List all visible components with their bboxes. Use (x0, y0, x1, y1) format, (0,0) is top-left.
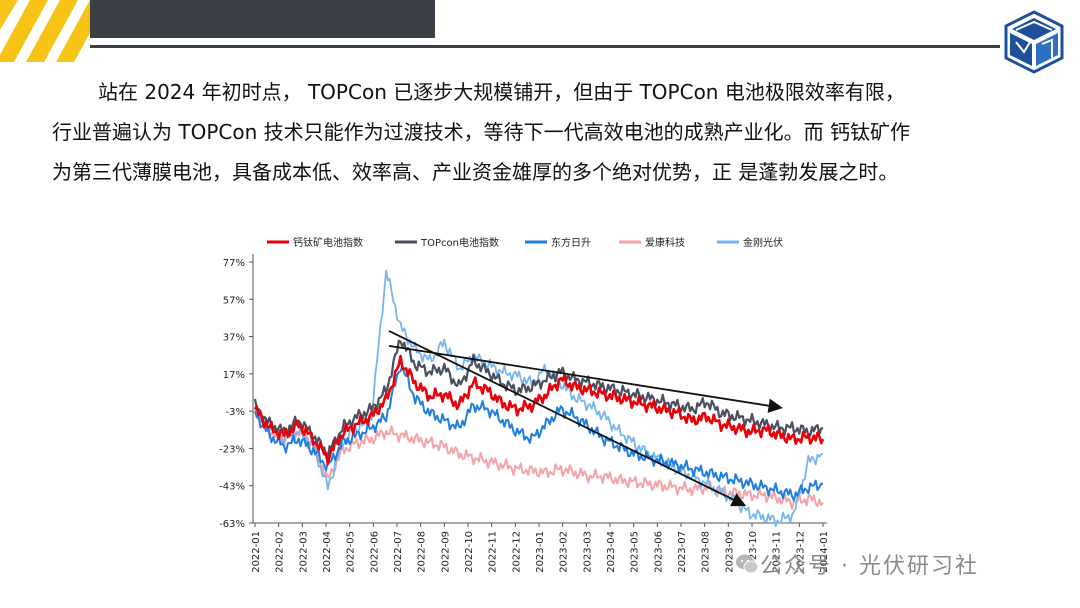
x-tick-label: 2023-06 (653, 531, 664, 573)
index-performance-chart: 钙钛矿电池指数 TOPcon电池指数 东方日升 爱康科技 金刚光伏 77% 57% 37% 1… (219, 236, 830, 573)
legend-entry: 金刚光伏 (743, 236, 783, 249)
x-tick-label: 2023-09 (724, 531, 735, 573)
trend-arrow-upper (388, 345, 783, 413)
x-tick-label: 2023-11 (772, 531, 783, 573)
watermark-text: 公众号 · 光伏研习社 (760, 554, 979, 579)
paragraph-line-2: 行业普遍认为 TOPCon 技术只能作为过渡技术，等待下一代高效电池的成熟产业化… (52, 120, 910, 144)
y-tick-label: 77% (223, 258, 245, 269)
paragraph-line-3: 为第三代薄膜电池，具备成本低、效率高、产业资金雄厚的多个绝对优势，正 是蓬勃发展… (52, 160, 899, 184)
legend-entry: 钙钛矿电池指数 (293, 236, 363, 249)
x-tick-label: 2022-10 (464, 531, 475, 573)
trend-arrows (388, 330, 783, 507)
series-line (253, 339, 824, 460)
y-tick-label: -23% (219, 444, 245, 455)
x-tick-label: 2022-11 (488, 531, 499, 573)
paragraph-line-1: 站在 2024 年初时点， TOPCon 已逐步大规模铺开，但由于 TOPCon… (98, 80, 905, 104)
x-tick-label: 2022-03 (298, 531, 309, 573)
y-tick-label: 17% (223, 370, 245, 381)
series-line (254, 269, 824, 528)
x-tick-label: 2022-04 (322, 531, 333, 573)
trend-arrow-lower (388, 330, 747, 507)
legend-entry: TOPcon电池指数 (420, 236, 499, 249)
y-tick-label: 37% (223, 333, 245, 344)
intro-paragraph: 站在 2024 年初时点， TOPCon 已逐步大规模铺开，但由于 TOPCon… (52, 72, 1042, 192)
x-axis: 2022-01 2022-02 2022-03 2022-04 2022-05 2022-… (251, 522, 830, 573)
x-tick-label: 2022-07 (393, 531, 404, 573)
x-tick-label: 2023-05 (630, 531, 641, 573)
x-tick-label: 2022-01 (251, 531, 262, 573)
x-tick-label: 2023-07 (677, 531, 688, 573)
x-tick-label: 2023-08 (701, 531, 712, 573)
x-tick-label: 2023-01 (535, 531, 546, 573)
chart-legend: 钙钛矿电池指数 TOPcon电池指数 东方日升 爱康科技 金刚光伏 (267, 236, 783, 249)
x-tick-label: 2022-06 (369, 531, 380, 573)
x-tick-label: 2022-02 (275, 531, 286, 573)
x-tick-label: 2023-02 (559, 531, 570, 573)
series-line (254, 365, 823, 502)
x-tick-label: 2022-09 (440, 531, 451, 573)
header-rule (90, 45, 1000, 48)
x-tick-label: 2022-12 (511, 531, 522, 573)
x-tick-label: 2023-03 (582, 531, 593, 573)
x-tick-label: 2023-10 (748, 531, 759, 573)
x-tick-label: 2024-01 (819, 531, 830, 573)
y-tick-label: 57% (223, 295, 245, 306)
legend-entry: 东方日升 (551, 236, 591, 249)
y-tick-label: -43% (219, 482, 245, 493)
x-tick-label: 2022-05 (346, 531, 357, 573)
y-axis: 77% 57% 37% 17% -3% -23% -43% -63% (219, 254, 254, 530)
series-line (253, 354, 825, 466)
legend-entry: 爱康科技 (645, 236, 685, 249)
y-tick-label: -3% (226, 407, 245, 418)
plot-area (253, 269, 825, 528)
x-tick-label: 2023-12 (795, 531, 806, 573)
y-tick-label: -63% (219, 519, 245, 530)
ab-cube-logo-icon (1004, 10, 1064, 74)
wechat-icon (736, 554, 759, 574)
x-tick-label: 2023-04 (606, 531, 617, 573)
x-tick-label: 2022-08 (417, 531, 428, 573)
header-bar (90, 0, 435, 38)
